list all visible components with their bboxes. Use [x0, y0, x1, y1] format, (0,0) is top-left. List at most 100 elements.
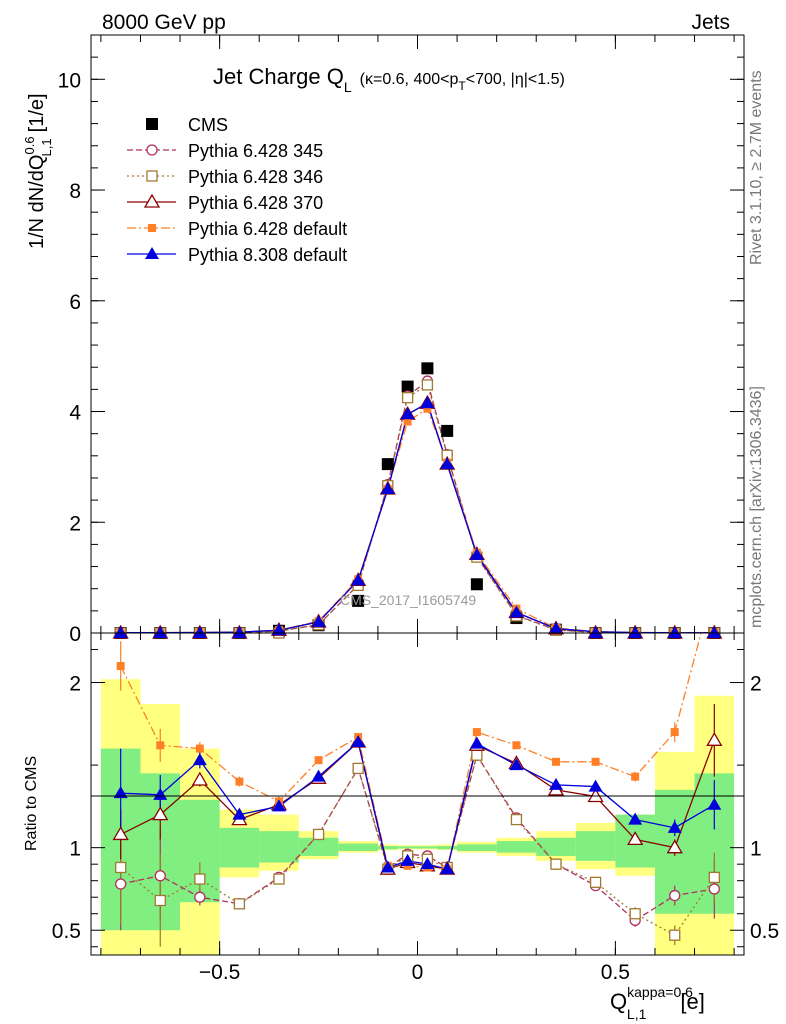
ratio-point-pythia-6-428-default: [235, 777, 244, 786]
ratio-point-pythia-8-308-default: [420, 857, 435, 870]
ratio-point-pythia-6-428-346: [352, 762, 364, 775]
ratio-y-tick-label: 1: [69, 838, 81, 861]
legend-label-pythia-6-428-370: Pythia 6.428 370: [188, 193, 323, 213]
legend-marker-cms: [146, 118, 158, 130]
ratio-point-pythia-8-308-default: [232, 807, 247, 820]
ratio-point-pythia-6-428-370: [627, 831, 644, 846]
main-point-cms: [441, 424, 454, 437]
legend-marker-pythia-6-428-370: [143, 193, 161, 208]
rivet-label: Rivet 3.1.10, ≥ 2.7M events: [748, 70, 765, 265]
ratio-point-pythia-8-308-default: [469, 736, 484, 749]
main-point-pythia-8-308-default: [628, 626, 643, 638]
band-green-bin: [377, 846, 398, 850]
ratio-point-pythia-6-428-346: [273, 873, 285, 885]
legend-marker-pythia-8-308-default: [145, 247, 159, 259]
ratio-point-pythia-6-428-default: [631, 772, 640, 781]
ratio-point-pythia-6-428-370: [587, 788, 604, 803]
ratio-point-pythia-6-428-345: [115, 878, 127, 890]
band-green-bin: [298, 837, 339, 856]
ratio-point-pythia-8-308-default: [509, 758, 524, 771]
main-point-pythia-6-428-346: [401, 392, 414, 404]
main-point-pythia-6-428-default: [403, 417, 412, 426]
main-y-tick-label: 4: [69, 402, 81, 425]
ratio-point-pythia-6-428-default: [670, 728, 679, 737]
ratio-point-pythia-6-428-346: [194, 873, 206, 885]
x-tick-label: 0: [412, 961, 424, 984]
ratio-point-pythia-6-428-346: [629, 908, 641, 920]
ratio-y-tick-label: 2: [69, 673, 81, 696]
ratio-point-pythia-8-308-default: [628, 812, 643, 825]
ratio-point-pythia-8-308-default: [707, 797, 722, 810]
ratio-point-pythia-6-428-default: [314, 756, 323, 765]
main-point-pythia-8-308-default: [271, 623, 286, 636]
ratio-point-pythia-6-428-370: [191, 771, 208, 786]
ratio-point-pythia-6-428-346: [312, 828, 325, 841]
ratio-point-pythia-8-308-default: [113, 786, 128, 799]
ratio-point-pythia-8-308-default: [351, 734, 366, 747]
band-green-bin: [397, 846, 418, 849]
ratio-point-pythia-6-428-370: [152, 806, 169, 821]
main-point-pythia-8-308-default: [588, 626, 603, 638]
main-point-cms: [470, 578, 483, 591]
mcplots-label: mcplots.cern.ch [arXiv:1306.3436]: [748, 386, 765, 628]
main-point-pythia-8-308-default: [153, 626, 168, 638]
band-green-bin: [536, 837, 576, 856]
main-point-cms: [352, 594, 365, 607]
ratio-y-tick-label: 0.5: [52, 920, 81, 943]
main-line-pythia-8-308-default: [120, 402, 715, 634]
ratio-point-pythia-6-428-370: [666, 839, 683, 854]
ratio-point-pythia-6-428-default: [512, 741, 521, 750]
ratio-point-pythia-8-308-default: [440, 862, 455, 875]
ratio-point-pythia-8-308-default: [380, 860, 395, 873]
ratio-point-pythia-6-428-345: [669, 889, 681, 902]
band-green-bin: [219, 827, 260, 868]
band-green-bin: [338, 843, 378, 851]
main-point-pythia-6-428-346: [421, 379, 434, 391]
legend-label-pythia-6-428-346: Pythia 6.428 346: [188, 167, 323, 187]
main-y-tick-label: 0: [69, 623, 81, 646]
ratio-y-tick-label: 1: [750, 838, 762, 861]
main-point-cms: [421, 362, 434, 375]
main-y-tick-label: 10: [58, 69, 81, 92]
ratio-y-tick-label: 2: [750, 673, 762, 696]
ratio-point-pythia-6-428-346: [154, 894, 166, 907]
band-green-bin: [259, 831, 299, 863]
main-point-cms: [401, 380, 414, 393]
ratio-point-pythia-6-428-default: [156, 741, 165, 750]
ratio-line-pythia-6-428-default: [120, 633, 702, 870]
ratio-y-axis-label: Ratio to CMS: [23, 756, 40, 851]
band-green-bin: [496, 841, 537, 853]
ratio-point-pythia-8-308-default: [588, 779, 603, 792]
ratio-point-pythia-6-428-default: [472, 728, 481, 737]
main-point-cms: [381, 458, 394, 471]
legend-label-pythia-6-428-default: Pythia 6.428 default: [188, 219, 347, 239]
ratio-point-pythia-8-308-default: [271, 799, 286, 812]
x-axis-label: Qkappa=0.6 L,1 [e]: [610, 984, 705, 1022]
analysis-watermark: CMS_2017_I1605749: [340, 592, 476, 608]
main-point-pythia-8-308-default: [469, 547, 484, 560]
x-tick-label: −0.5: [199, 961, 240, 984]
main-point-pythia-8-308-default: [420, 396, 435, 409]
ratio-point-pythia-6-428-345: [194, 891, 206, 903]
main-point-pythia-8-308-default: [113, 626, 128, 638]
ratio-point-pythia-6-428-default: [591, 757, 600, 766]
ratio-y-tick-label: 0.5: [750, 920, 779, 943]
main-y-tick-label: 8: [69, 180, 81, 203]
main-point-pythia-8-308-default: [400, 407, 415, 420]
legend-marker-pythia-6-428-346: [146, 170, 158, 182]
main-point-pythia-8-308-default: [380, 482, 395, 495]
energy-label: 8000 GeV pp: [102, 11, 226, 34]
ratio-point-pythia-6-428-346: [589, 876, 602, 888]
chart-title: Jet Charge QL (κ=0.6, 400<pT<700, |η|<1.5…: [213, 64, 565, 95]
ratio-point-pythia-8-308-default: [667, 820, 682, 833]
ratio-point-pythia-6-428-370: [112, 826, 129, 841]
ratio-line-pythia-6-428-370: [120, 740, 715, 870]
ratio-point-pythia-8-308-default: [153, 787, 168, 800]
ratio-point-pythia-6-428-346: [233, 898, 246, 910]
ratio-point-pythia-6-428-346: [708, 871, 720, 884]
ratio-point-pythia-6-428-345: [154, 870, 166, 882]
legend-label-pythia-8-308-default: Pythia 8.308 default: [188, 245, 347, 265]
x-tick-label: 0.5: [601, 961, 630, 984]
legend-label-pythia-6-428-345: Pythia 6.428 345: [188, 141, 323, 161]
